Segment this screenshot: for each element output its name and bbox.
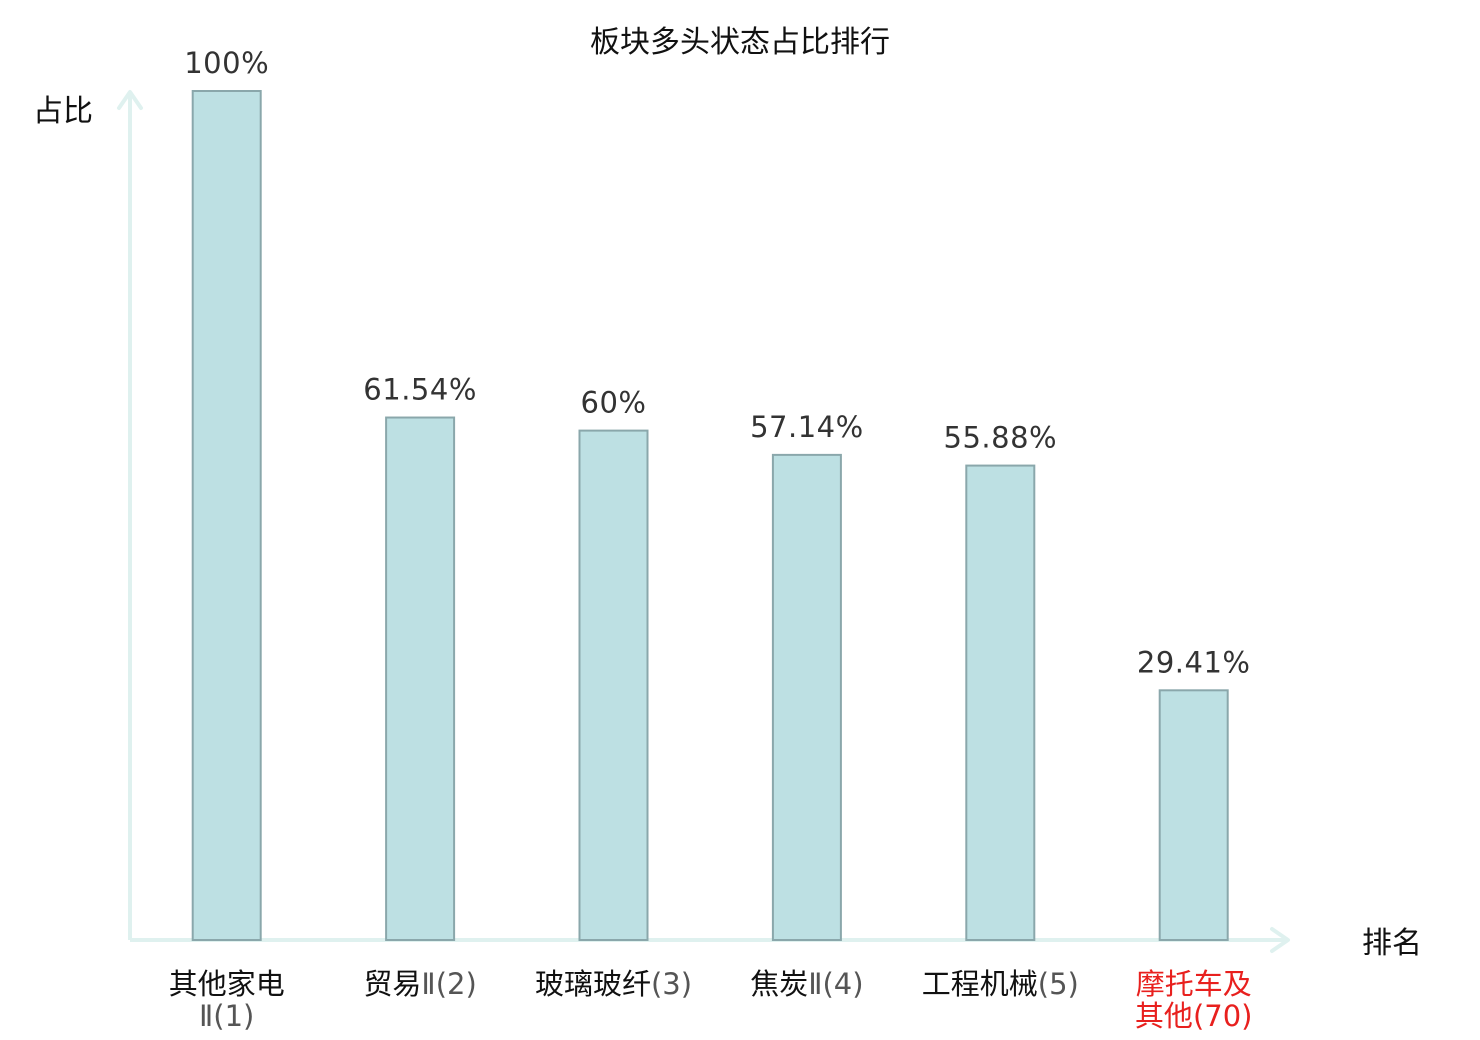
tick-label-line: 玻璃玻纤(3) bbox=[535, 967, 692, 1001]
tick-label-name: 其他家电 bbox=[169, 967, 285, 1001]
data-label: 100% bbox=[184, 46, 269, 80]
tick-label-rank: Ⅱ(1) bbox=[199, 999, 254, 1033]
tick-label-line: 其他家电 bbox=[169, 967, 285, 1001]
x-axis: 排名 bbox=[130, 926, 1422, 961]
bar bbox=[578, 429, 649, 941]
data-label: 57.14% bbox=[750, 410, 864, 444]
value-labels: 100% 61.54% 60% 57.14% 55.88% 29.41% bbox=[184, 46, 1250, 679]
tick-label-rank: Ⅱ(2) bbox=[421, 967, 476, 1001]
y-axis: 占比 bbox=[33, 90, 143, 940]
bar bbox=[191, 90, 262, 941]
tick-label-line: 其他(70) bbox=[1135, 999, 1253, 1033]
tick-label-name: 工程机械 bbox=[922, 967, 1038, 1001]
bar bbox=[771, 453, 842, 941]
tick-label: 工程机械(5) bbox=[922, 967, 1079, 1001]
tick-label: 贸易Ⅱ(2) bbox=[363, 967, 476, 1001]
tick-label-name: 玻璃玻纤 bbox=[535, 967, 651, 1001]
bar bbox=[385, 416, 456, 941]
tick-label-line: 焦炭Ⅱ(4) bbox=[750, 967, 863, 1001]
bar bbox=[1158, 689, 1229, 941]
tick-label-name: 焦炭 bbox=[750, 967, 808, 1001]
tick-label: 焦炭Ⅱ(4) bbox=[750, 967, 863, 1001]
data-label: 61.54% bbox=[363, 373, 477, 407]
data-label: 60% bbox=[581, 386, 647, 420]
tick-label-rank: (5) bbox=[1038, 967, 1079, 1001]
y-axis-label: 占比 bbox=[33, 94, 93, 129]
tick-label-line: 摩托车及 bbox=[1136, 967, 1252, 1001]
tick-label-rank: (70) bbox=[1193, 999, 1253, 1033]
bar-series bbox=[191, 90, 1229, 941]
tick-label: 玻璃玻纤(3) bbox=[535, 967, 692, 1001]
chart-title: 板块多头状态占比排行 bbox=[590, 25, 890, 60]
tick-label-rank: Ⅱ(4) bbox=[808, 967, 863, 1001]
tick-label-name: 贸易 bbox=[363, 967, 421, 1001]
tick-label-line: 贸易Ⅱ(2) bbox=[363, 967, 476, 1001]
y-axis-arrow bbox=[117, 90, 143, 110]
data-label: 29.41% bbox=[1137, 645, 1251, 679]
data-label: 55.88% bbox=[944, 421, 1058, 455]
bar bbox=[965, 464, 1036, 941]
x-axis-label: 排名 bbox=[1362, 926, 1422, 961]
tick-label-line: Ⅱ(1) bbox=[199, 999, 254, 1033]
tick-label-line: 工程机械(5) bbox=[922, 967, 1079, 1001]
tick-label-rank: (3) bbox=[651, 967, 692, 1001]
tick-label-name: 其他 bbox=[1135, 999, 1193, 1033]
tick-label-name: 摩托车及 bbox=[1136, 967, 1252, 1001]
x-axis-arrow bbox=[1270, 927, 1290, 953]
